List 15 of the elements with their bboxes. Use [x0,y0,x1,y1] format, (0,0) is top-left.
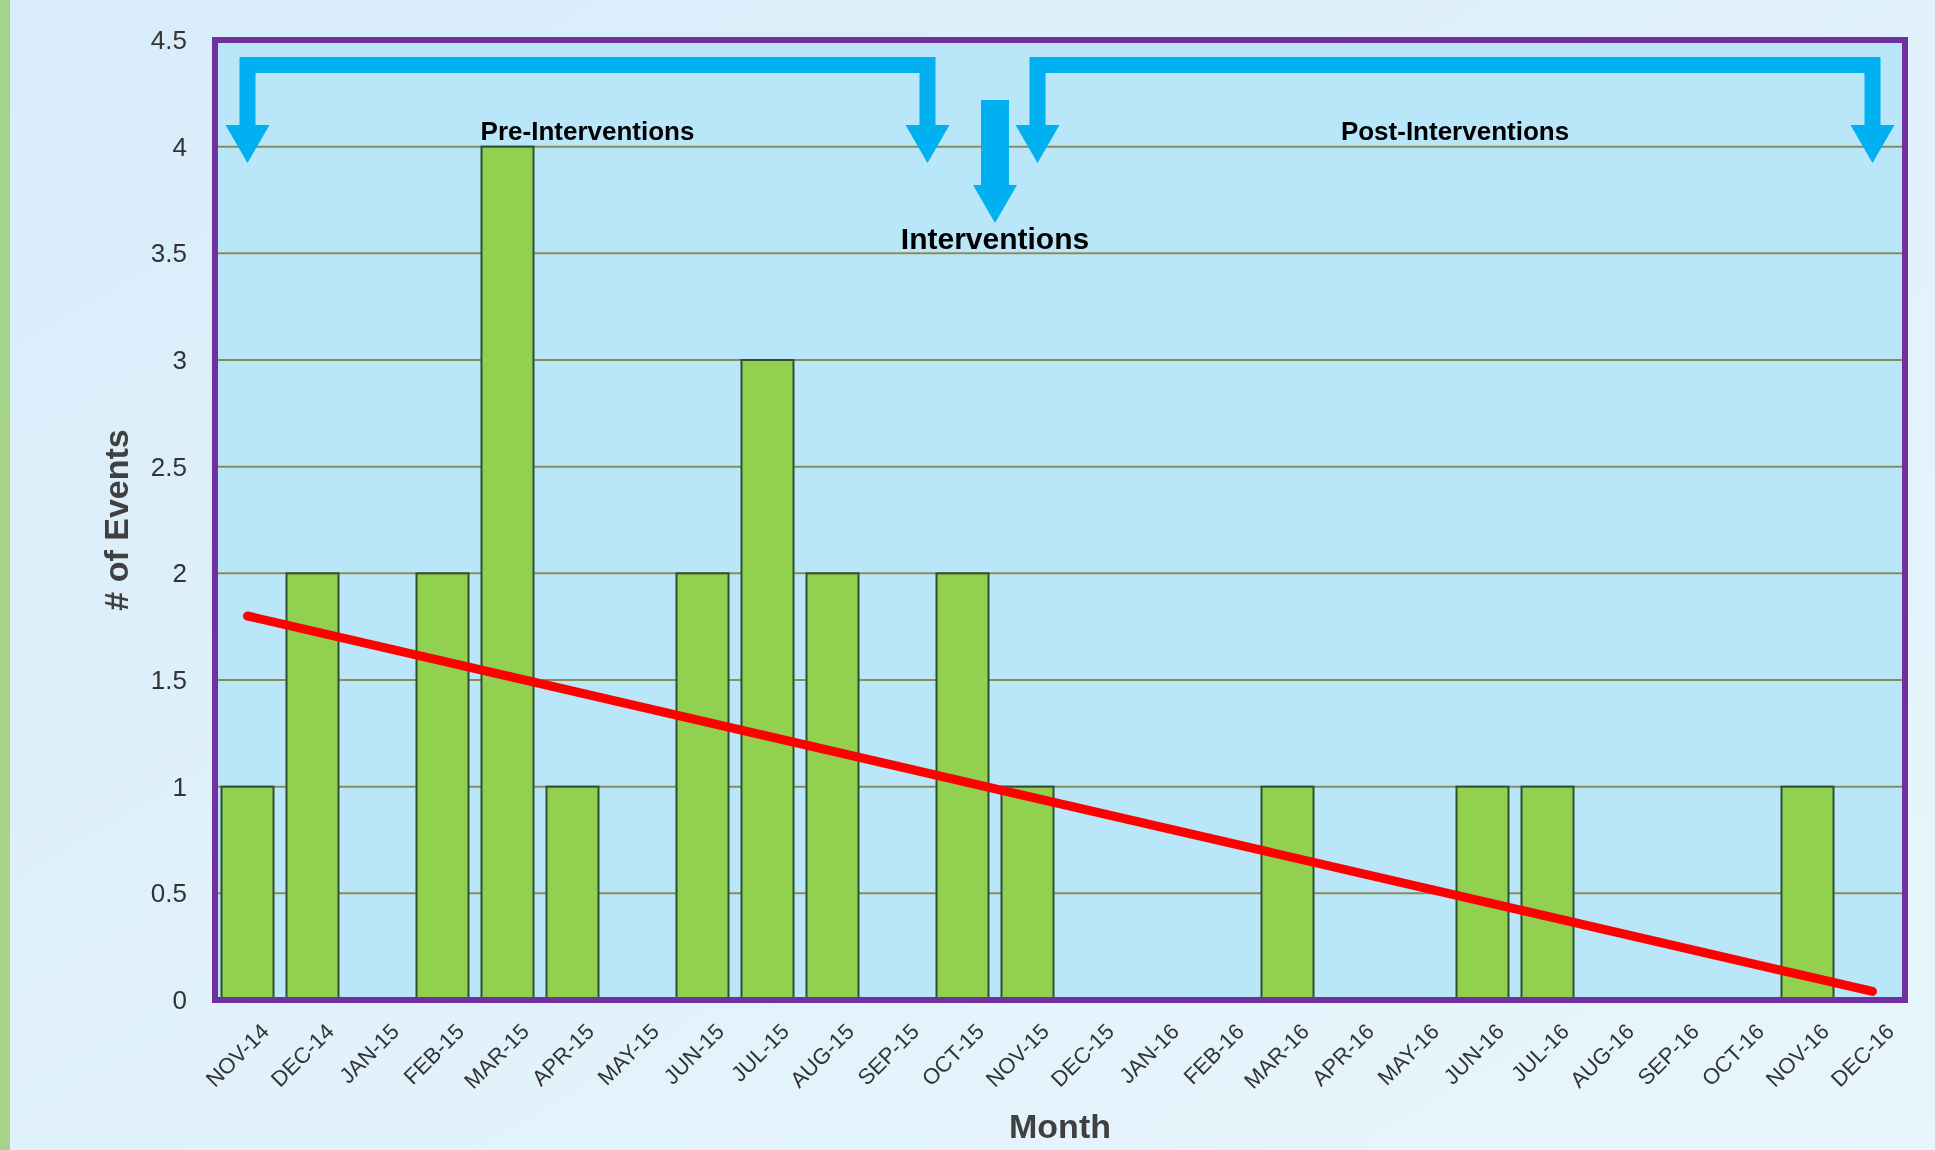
x-axis-title: Month [1009,1107,1111,1145]
y-tick-label: 1 [172,771,187,802]
annotation: Post-Interventions [1340,116,1570,146]
y-tick-label: 0 [172,985,187,1016]
y-tick-label: 4.5 [150,25,187,56]
annotation: Pre-Interventions [480,116,695,146]
y-tick-label: 2.5 [150,451,187,482]
y-tick-label: 2 [172,558,187,589]
y-tick-label: 0.5 [150,878,187,909]
y-tick-label: 3.5 [150,238,187,269]
y-tick-label: 4 [172,131,187,162]
y-tick-label: 3 [172,345,187,376]
annotation: Interventions [900,222,1090,255]
y-axis-title: # of Events [97,429,135,611]
y-tick-label: 1.5 [150,665,187,696]
